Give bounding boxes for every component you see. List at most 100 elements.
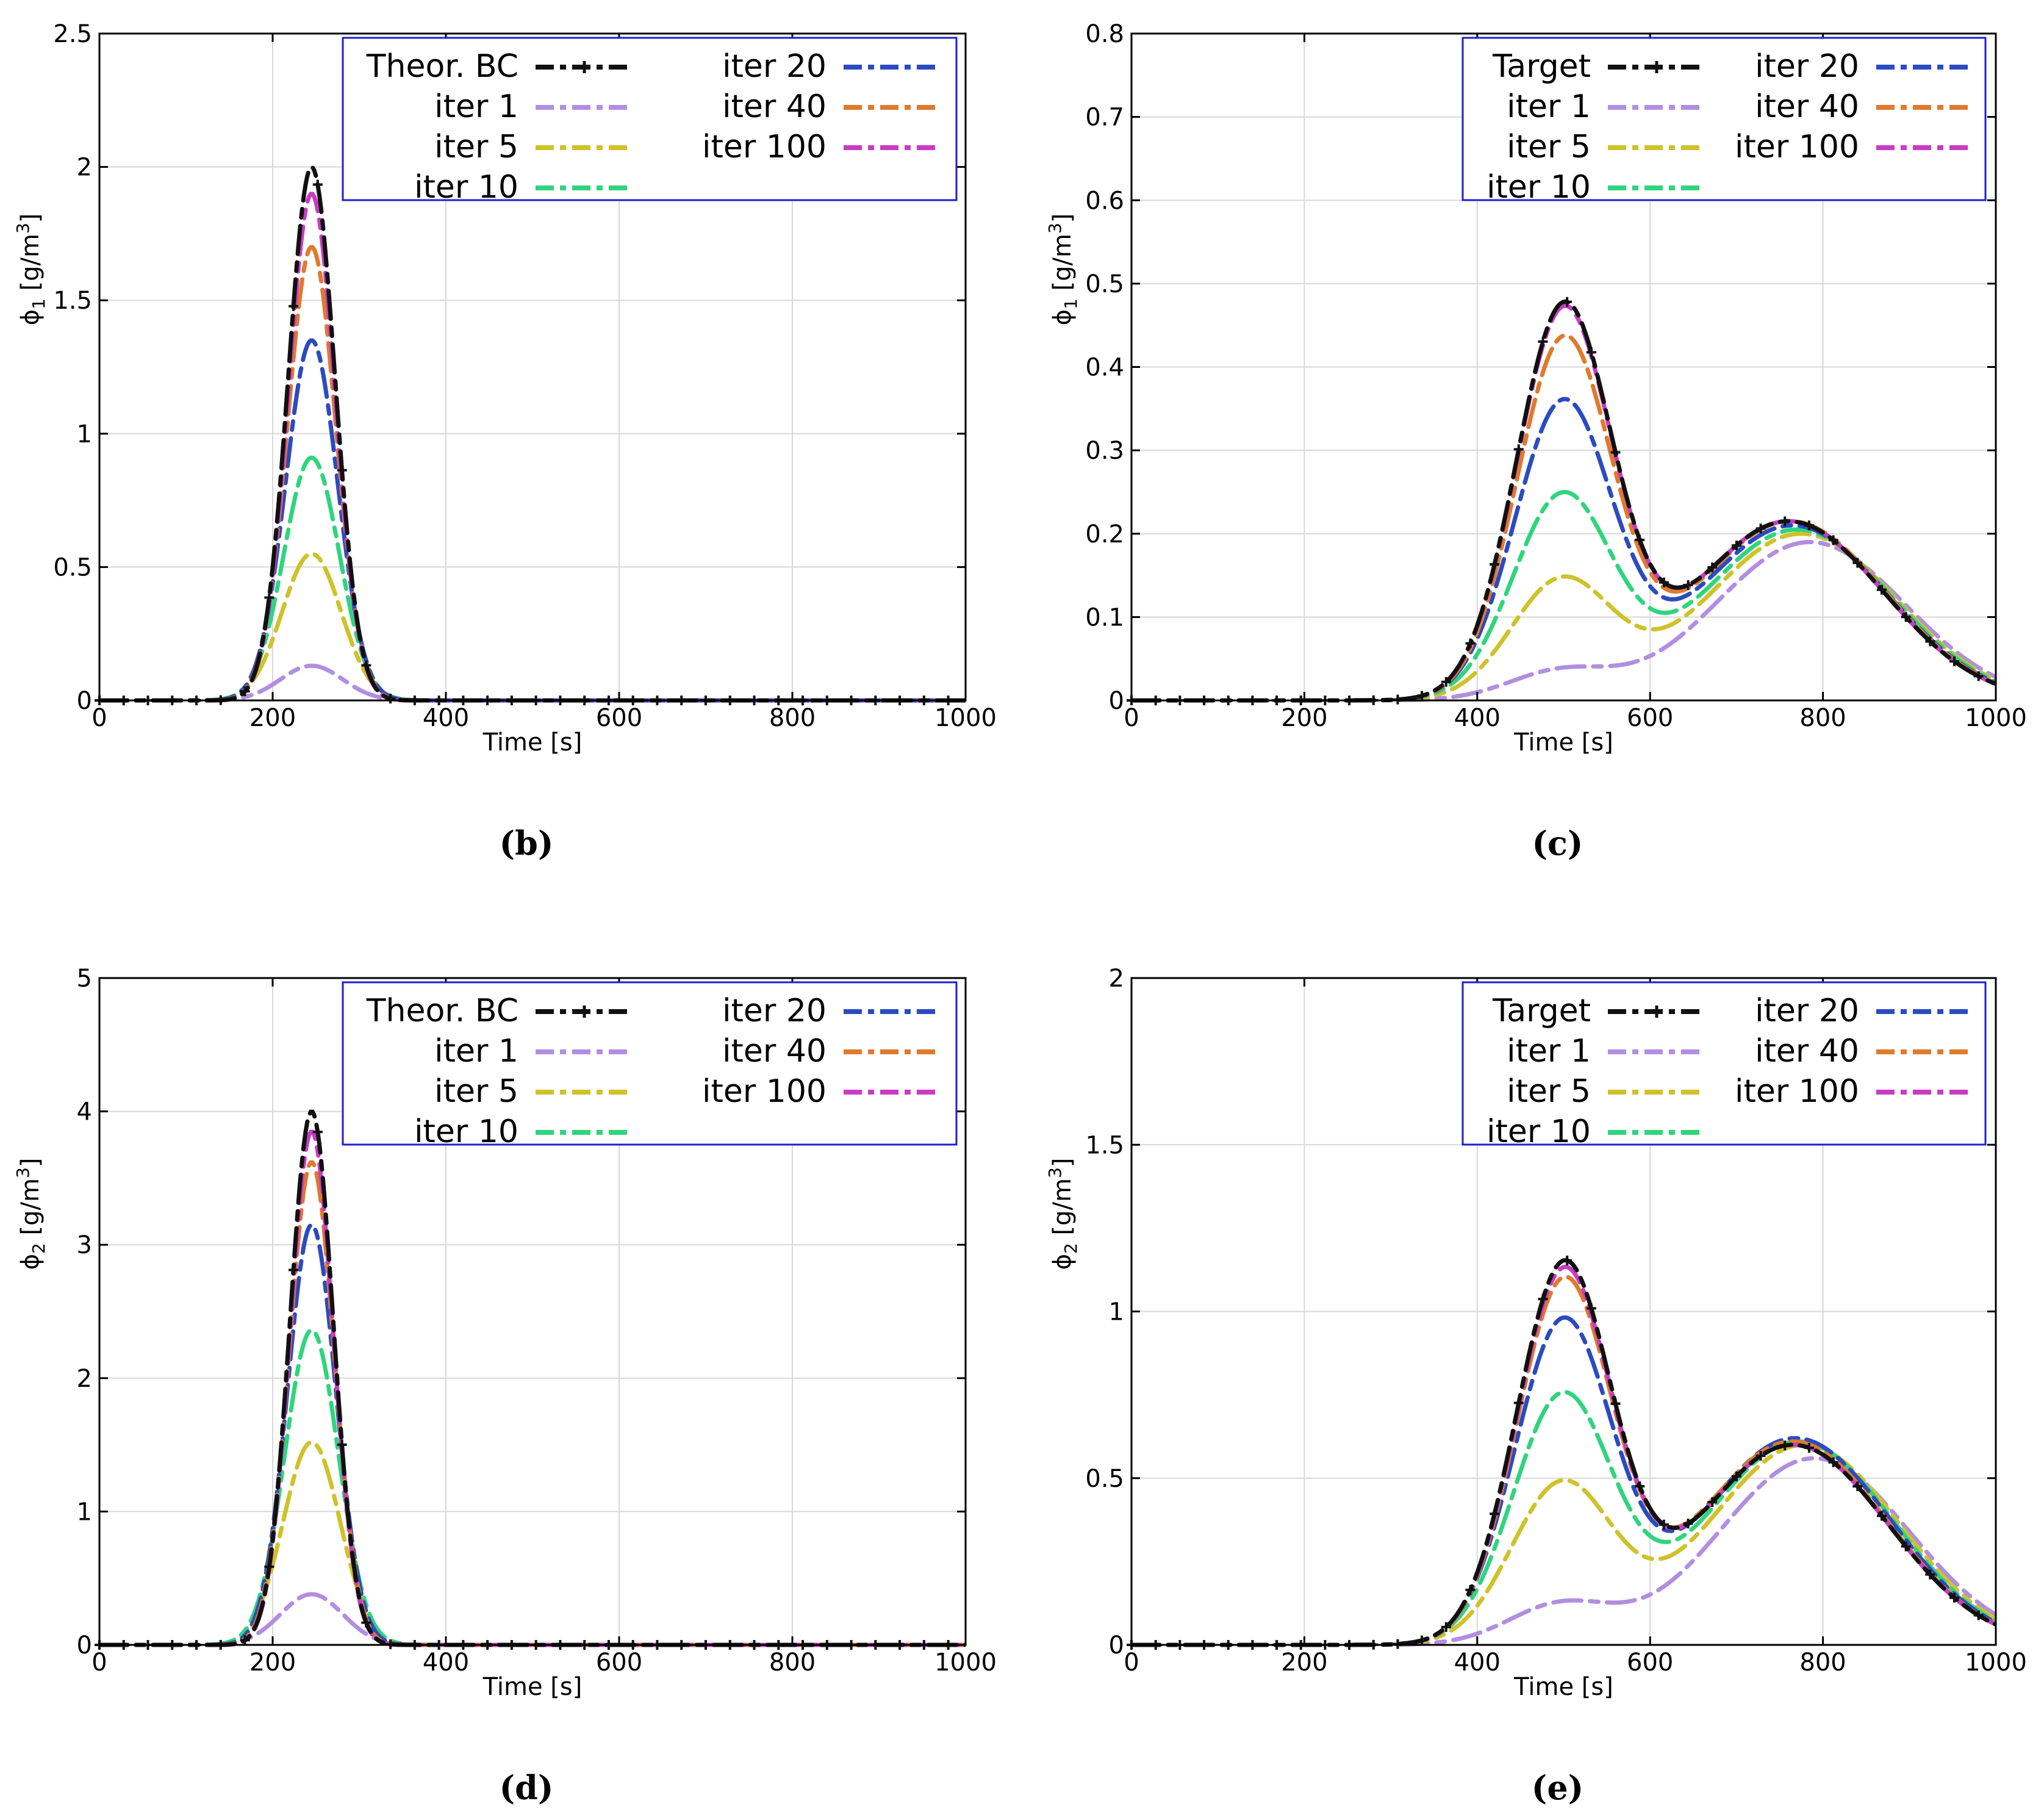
legend-item-iter5: iter 5: [1507, 1073, 1705, 1110]
y-label-unit: [g/m: [1049, 1178, 1077, 1243]
y-label-subscript: 1: [29, 298, 49, 309]
x-tick-label: 1000: [1965, 704, 2027, 732]
y-tick-label: 0.2: [1085, 520, 1124, 549]
series-marker-theor: [1949, 656, 1959, 666]
y-tick-label: 5: [77, 965, 92, 993]
y-tick-label: 0.3: [1085, 437, 1124, 465]
legend-label: iter 1: [1507, 88, 1591, 125]
chart-panel-b: 0 200 400 600 800 1000 0 0.5 1 1.5 2 2.5 Time [s] ϕ1 …: [13, 20, 997, 863]
y-label-symbol: ϕ: [1049, 309, 1077, 325]
series-marker-theor: [312, 1127, 323, 1137]
series-marker-theor: [1876, 584, 1887, 595]
series-line-iter5: [99, 1440, 966, 1647]
series-marker-theor: [289, 301, 299, 311]
legend-label: Target: [1492, 48, 1591, 85]
x-tick-label: 800: [1799, 704, 1846, 732]
y-tick-label: 0: [77, 687, 92, 715]
legend-label: iter 5: [434, 129, 518, 165]
x-tick-label: 1000: [934, 704, 997, 732]
x-tick-label: 800: [1799, 1649, 1846, 1677]
y-label-superscript: 3: [1045, 223, 1065, 234]
y-tick-label: 2: [77, 154, 92, 182]
series-marker-theor: [1683, 580, 1693, 590]
y-label-superscript: 3: [13, 1167, 33, 1178]
legend-label: iter 10: [1486, 169, 1591, 206]
legend-item-iter100: iter 100: [1735, 129, 1974, 165]
series-marker-theor: [1852, 1481, 1863, 1492]
legend-item-iter20: iter 20: [1755, 48, 1974, 85]
y-tick-label: 1: [77, 1498, 92, 1526]
legend-label: iter 20: [1755, 993, 1859, 1029]
legend-item-iter1: iter 1: [1507, 1033, 1705, 1070]
legend-label: iter 100: [702, 129, 827, 165]
x-tick-label: 200: [1281, 704, 1327, 732]
series-marker-theor: [1562, 1255, 1572, 1265]
y-tick-label: 0.8: [1085, 20, 1124, 48]
x-tick-label: 0: [1124, 1649, 1139, 1677]
series-marker-theor: [1973, 1610, 1984, 1620]
series-line-iter20: [99, 338, 966, 703]
legend-label: iter 10: [414, 1113, 518, 1150]
series-line-iter5: [1131, 1442, 1996, 1647]
legend-item-iter1: iter 1: [1507, 88, 1705, 125]
series-marker-theor: [1707, 562, 1718, 572]
x-tick-label: 400: [423, 1649, 469, 1677]
legend-item-iter20: iter 20: [1755, 993, 1974, 1029]
series-line-iter10: [1131, 1390, 1996, 1647]
series-marker-theor: [1538, 336, 1548, 347]
series-marker-theor: [1610, 447, 1621, 458]
x-tick-label: 200: [249, 704, 296, 732]
y-label-unit: [g/m: [1049, 234, 1077, 298]
legend-label: Theor. BC: [366, 48, 518, 85]
series-marker-theor: [1901, 1541, 1911, 1552]
series-line-iter100: [99, 1129, 966, 1647]
legend-label: iter 1: [434, 88, 518, 125]
legend-label: iter 5: [1507, 1073, 1591, 1110]
series-marker-theor: [1586, 1303, 1596, 1314]
x-tick-label: 0: [91, 704, 107, 732]
y-tick-label: 2: [1109, 965, 1124, 993]
legend-item-iter20: iter 20: [722, 993, 941, 1029]
series-marker-theor: [337, 465, 347, 475]
legend-item-iter5: iter 5: [1507, 129, 1705, 165]
x-tick-label: 1000: [934, 1649, 997, 1677]
x-axis-label: Time [s]: [1513, 1673, 1613, 1701]
series-marker-theor: [1780, 516, 1790, 527]
y-label-close: ]: [1049, 214, 1077, 223]
y-axis-label: ϕ1 [g/m3]: [1045, 214, 1081, 326]
y-tick-label: 3: [77, 1231, 92, 1259]
series-marker-theor: [1828, 1457, 1838, 1467]
series-marker-theor: [1586, 347, 1596, 358]
legend-item-theor: Theor. BC: [366, 48, 633, 85]
series-marker-theor: [312, 179, 323, 190]
series-marker-theor: [1610, 1398, 1621, 1409]
legend-label: iter 100: [702, 1073, 827, 1110]
series-marker-theor: [240, 1635, 250, 1646]
series-line-iter40: [99, 245, 966, 703]
series-line-iter100: [1131, 303, 1996, 703]
y-tick-label: 0: [77, 1631, 92, 1660]
axes-frame: [98, 32, 967, 702]
series-marker-theor: [1490, 1509, 1500, 1519]
series-marker-theor: [1731, 541, 1741, 551]
x-tick-label: 600: [596, 704, 642, 732]
x-tick-label: 600: [596, 1649, 642, 1677]
x-tick-label: 800: [769, 704, 816, 732]
series-marker-theor: [1925, 1569, 1935, 1580]
legend-item-iter1: iter 1: [434, 1033, 633, 1070]
x-tick-label: 0: [91, 1649, 107, 1677]
series-marker-theor: [1949, 1592, 1959, 1603]
series-line-iter10: [99, 1328, 966, 1647]
series-marker-theor: [1465, 1584, 1476, 1595]
series-marker-theor: [1731, 1471, 1741, 1481]
legend-item-iter100: iter 100: [702, 129, 941, 165]
legend-label: iter 5: [434, 1073, 518, 1110]
y-tick-label: 0: [1109, 687, 1124, 715]
legend-item-iter5: iter 5: [434, 1073, 633, 1110]
legend-label: iter 1: [434, 1033, 518, 1070]
y-axis-label: ϕ2 [g/m3]: [13, 1158, 49, 1270]
series-marker-theor: [1876, 1511, 1887, 1521]
